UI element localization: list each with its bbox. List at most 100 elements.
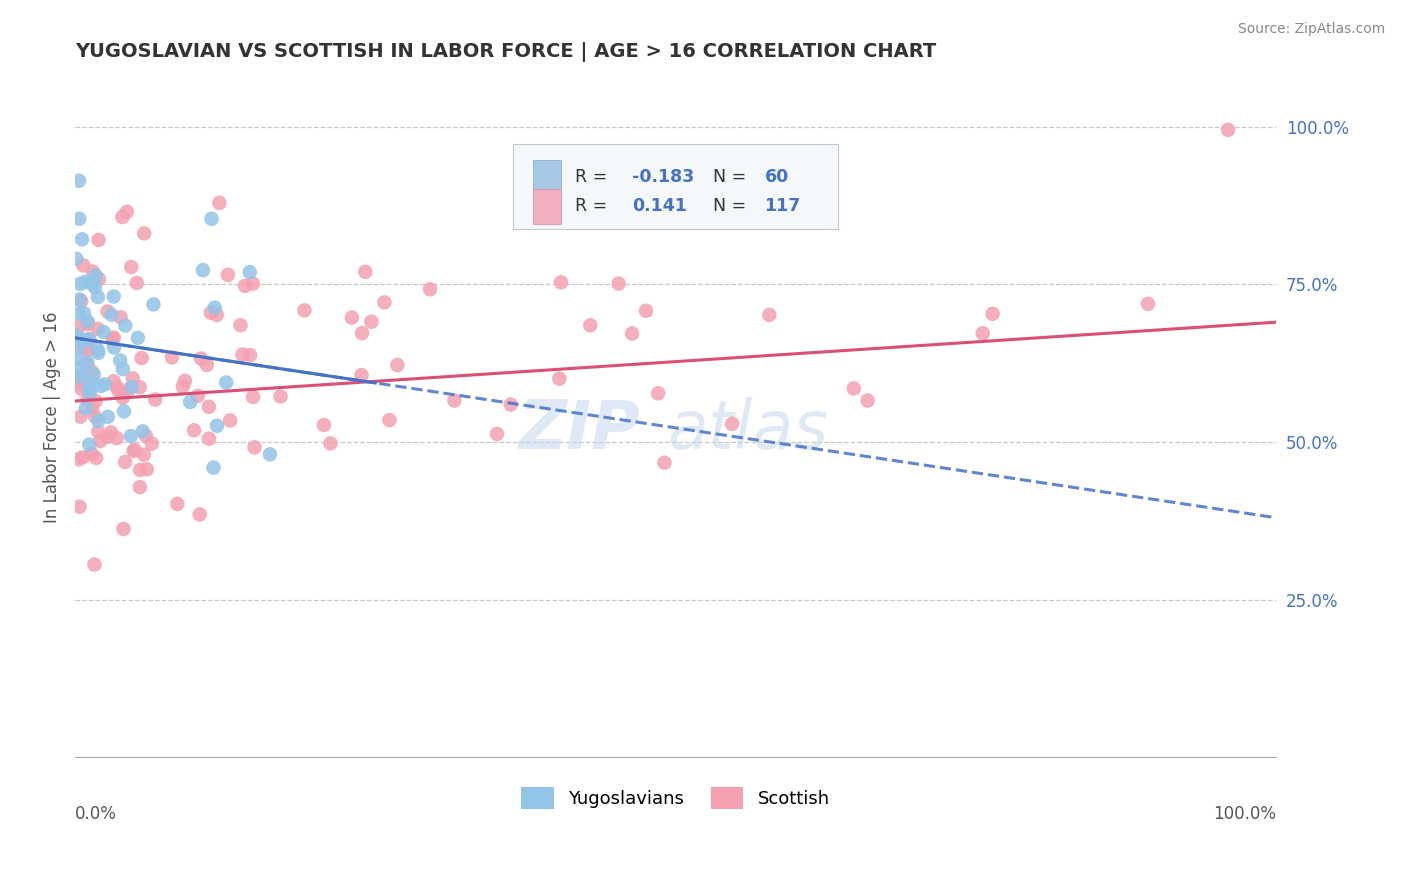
Point [132,448,155,462]
Point [107,384,129,398]
Point [354,265,377,279]
Point [172,379,194,393]
Point [166,497,188,511]
Text: R =: R = [575,197,607,216]
Point [118,382,141,396]
Point [105,380,128,394]
Point [350,326,373,340]
Point [122,443,145,458]
Text: N =: N = [713,169,747,186]
Point [76,392,98,407]
Point [100,425,122,440]
Point [65,369,87,384]
Text: R =: R = [575,169,607,186]
Point [97,304,120,318]
Point [758,308,780,322]
Point [634,303,657,318]
Point [90,379,112,393]
Point [70,368,93,383]
Point [1136,297,1159,311]
Point [134,227,156,241]
Point [87,425,110,439]
Point [242,277,264,291]
Point [135,462,157,476]
Point [79,385,101,400]
Y-axis label: In Labor Force | Age > 16: In Labor Force | Age > 16 [44,311,60,523]
Point [120,429,142,443]
Point [75,401,97,416]
Text: N =: N = [713,197,747,216]
Point [80,371,103,385]
Point [87,233,110,247]
Point [232,347,254,361]
Point [142,297,165,311]
Point [87,272,110,286]
Point [198,400,221,414]
Point [69,277,91,291]
Point [294,303,316,318]
Point [135,428,157,442]
Point [114,318,136,333]
Point [83,368,105,382]
Point [373,295,395,310]
Point [621,326,644,341]
Point [160,351,183,365]
Point [97,409,120,424]
Point [76,355,98,369]
Point [215,376,238,390]
Point [217,268,239,282]
Point [94,377,117,392]
Point [80,277,103,291]
Point [87,343,110,357]
Point [120,260,142,274]
Point [84,393,107,408]
Point [72,450,94,465]
Point [76,357,98,371]
Point [972,326,994,341]
Point [112,404,135,418]
Point [132,425,155,439]
Point [183,423,205,437]
Point [103,330,125,344]
Point [83,558,105,572]
Point [654,456,676,470]
Point [80,364,103,378]
Point [86,322,108,336]
Point [80,447,103,461]
Point [378,413,401,427]
Point [195,358,218,372]
Text: 60: 60 [765,169,789,186]
Point [67,211,90,226]
Point [174,374,197,388]
Point [65,252,87,266]
Point [114,455,136,469]
Point [208,195,231,210]
Point [67,341,90,355]
Point [82,264,104,278]
FancyBboxPatch shape [533,161,561,194]
Point [70,382,93,396]
Point [312,417,335,432]
Point [87,290,110,304]
Point [443,393,465,408]
Point [721,417,744,431]
Point [115,204,138,219]
Point [69,332,91,346]
Point [202,460,225,475]
Point [77,317,100,331]
Point [96,430,118,444]
Point [121,380,143,394]
Point [111,391,134,405]
Point [111,362,134,376]
Point [67,293,90,307]
Point [67,452,90,467]
Point [66,335,89,350]
Point [70,232,93,246]
Point [387,358,409,372]
Point [84,280,107,294]
Point [75,275,97,289]
Point [121,371,143,385]
Point [110,310,132,325]
Point [87,346,110,360]
Point [79,332,101,346]
